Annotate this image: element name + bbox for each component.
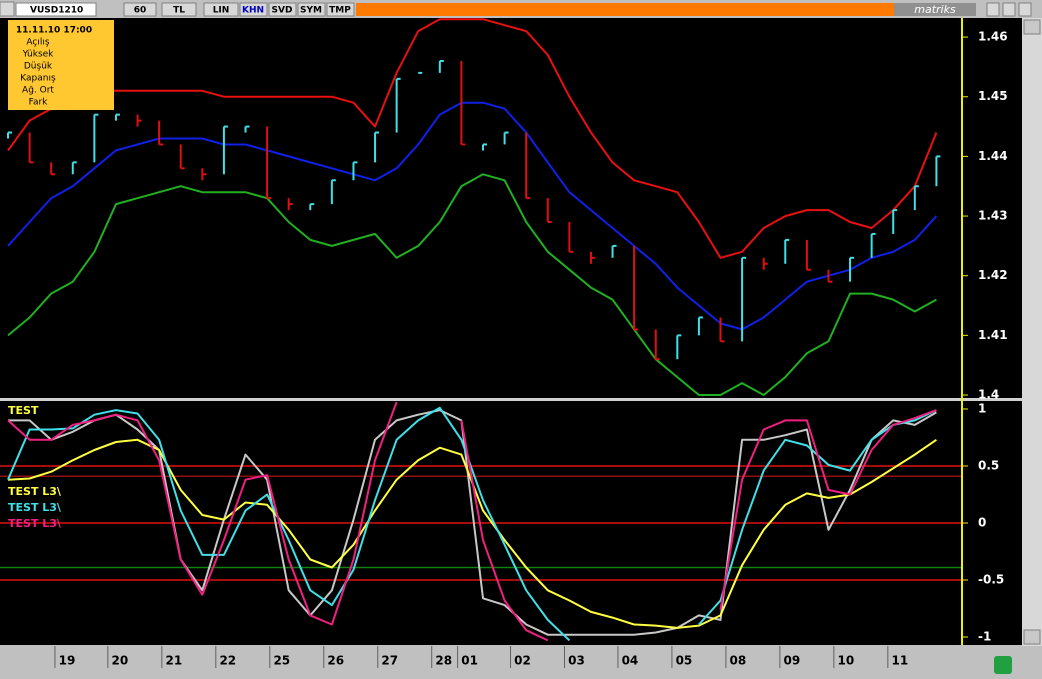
x-axis-bar	[0, 646, 1042, 679]
x-tick-label: 09	[784, 654, 801, 668]
legend-label: TEST	[8, 404, 39, 417]
y-tick-label: -0.5	[978, 573, 1004, 587]
brand: matriks	[914, 3, 956, 16]
toolbar-label: KHN	[242, 6, 264, 16]
x-tick-label: 04	[622, 654, 639, 668]
series-line	[7, 18, 938, 259]
toolbar-button[interactable]	[161, 2, 197, 17]
toolbar-button[interactable]	[239, 2, 268, 17]
y-tick-label: -1	[978, 630, 991, 644]
x-tick-label: 05	[676, 654, 693, 668]
toolbar-button[interactable]	[297, 2, 326, 17]
brand-box	[894, 3, 976, 16]
series-line	[8, 409, 937, 636]
scrollbar[interactable]	[1022, 18, 1042, 646]
x-tick-label: 22	[219, 654, 236, 668]
y-tick-label: 1.4	[978, 388, 999, 402]
symbol-box[interactable]	[15, 2, 97, 17]
panel-divider	[0, 398, 1022, 401]
toolbar-button[interactable]	[268, 2, 297, 17]
price-panel	[0, 18, 1022, 398]
series-line	[7, 401, 398, 626]
info-fields: Açılış Yüksek Düşük Kapanış Ağ. Ort Fark	[20, 38, 56, 108]
window-button[interactable]	[1018, 2, 1032, 17]
x-tick-label: 02	[514, 654, 531, 668]
x-tick-label: 20	[112, 654, 129, 668]
x-tick-label: 25	[273, 654, 290, 668]
x-tick-label: 26	[327, 654, 344, 668]
toolbar-label: TMP	[329, 6, 351, 16]
x-tick-label: 19	[59, 654, 76, 668]
x-tick-label: 01	[461, 654, 478, 668]
y-tick-label: 1.46	[978, 30, 1008, 44]
x-tick-label: 10	[838, 654, 855, 668]
series-line	[460, 420, 549, 642]
x-tick-label: 08	[730, 654, 747, 668]
x-tick-label: 03	[568, 654, 585, 668]
symbol: VUSD1210	[30, 6, 83, 16]
toolbar-button[interactable]	[326, 2, 355, 17]
y-tick-label: 1.41	[978, 328, 1008, 342]
y-tick-label: 1	[978, 401, 986, 415]
toolbar-button[interactable]	[0, 1, 15, 17]
toolbar-label: SVD	[272, 6, 293, 16]
series-line	[719, 409, 937, 610]
period: 60	[134, 6, 147, 16]
info-field: Fark	[29, 98, 49, 108]
window-button[interactable]	[986, 2, 1000, 17]
legend-label: TEST L3\	[8, 517, 62, 530]
y-tick-label: 1.44	[978, 149, 1008, 163]
info-field: Ağ. Ort	[22, 86, 54, 96]
info-box	[8, 20, 114, 110]
info-field: Açılış	[26, 38, 49, 48]
title-bar	[356, 3, 894, 16]
y-tick-label: 1.45	[978, 89, 1008, 103]
window-button[interactable]	[1002, 2, 1016, 17]
refresh-button[interactable]	[994, 656, 1012, 674]
legend-label: TEST L3\	[8, 501, 62, 514]
scroll-down[interactable]	[1023, 629, 1041, 645]
y-tick-label: 0.5	[978, 458, 999, 472]
toolbar: VUSD1210 60 TL LIN KHN SVD SYM TMP matri…	[0, 1, 1032, 17]
series-line	[7, 406, 571, 642]
toolbar-button[interactable]	[123, 2, 157, 17]
x-tick-label: 27	[381, 654, 398, 668]
scroll-up[interactable]	[1023, 19, 1041, 35]
info-date: 11.11.10 17:00	[16, 26, 92, 36]
series-line	[7, 173, 937, 396]
series-line	[7, 101, 938, 331]
plots: 1.4 1.41 1.42 1.43 1.44 1.45 1.46 1 0.5 0 -0.5 -1 19…	[0, 18, 1008, 668]
toolbar-label: SYM	[300, 6, 322, 16]
y-tick-label: 1.42	[978, 268, 1008, 282]
toolbar-label: LIN	[213, 6, 230, 16]
info-field: Yüksek	[22, 50, 55, 60]
x-tick-label: 21	[165, 654, 182, 668]
legend-label: TEST L3\	[8, 485, 62, 498]
y-tick-label: 0	[978, 516, 986, 530]
toolbar-label: TL	[173, 6, 185, 16]
x-tick-label: 11	[891, 654, 908, 668]
x-tick-label: 28	[435, 654, 452, 668]
info-field: Kapanış	[20, 74, 56, 84]
info-field: Düşük	[24, 62, 53, 72]
y-tick-label: 1.43	[978, 209, 1008, 223]
toolbar-button[interactable]	[203, 2, 239, 17]
